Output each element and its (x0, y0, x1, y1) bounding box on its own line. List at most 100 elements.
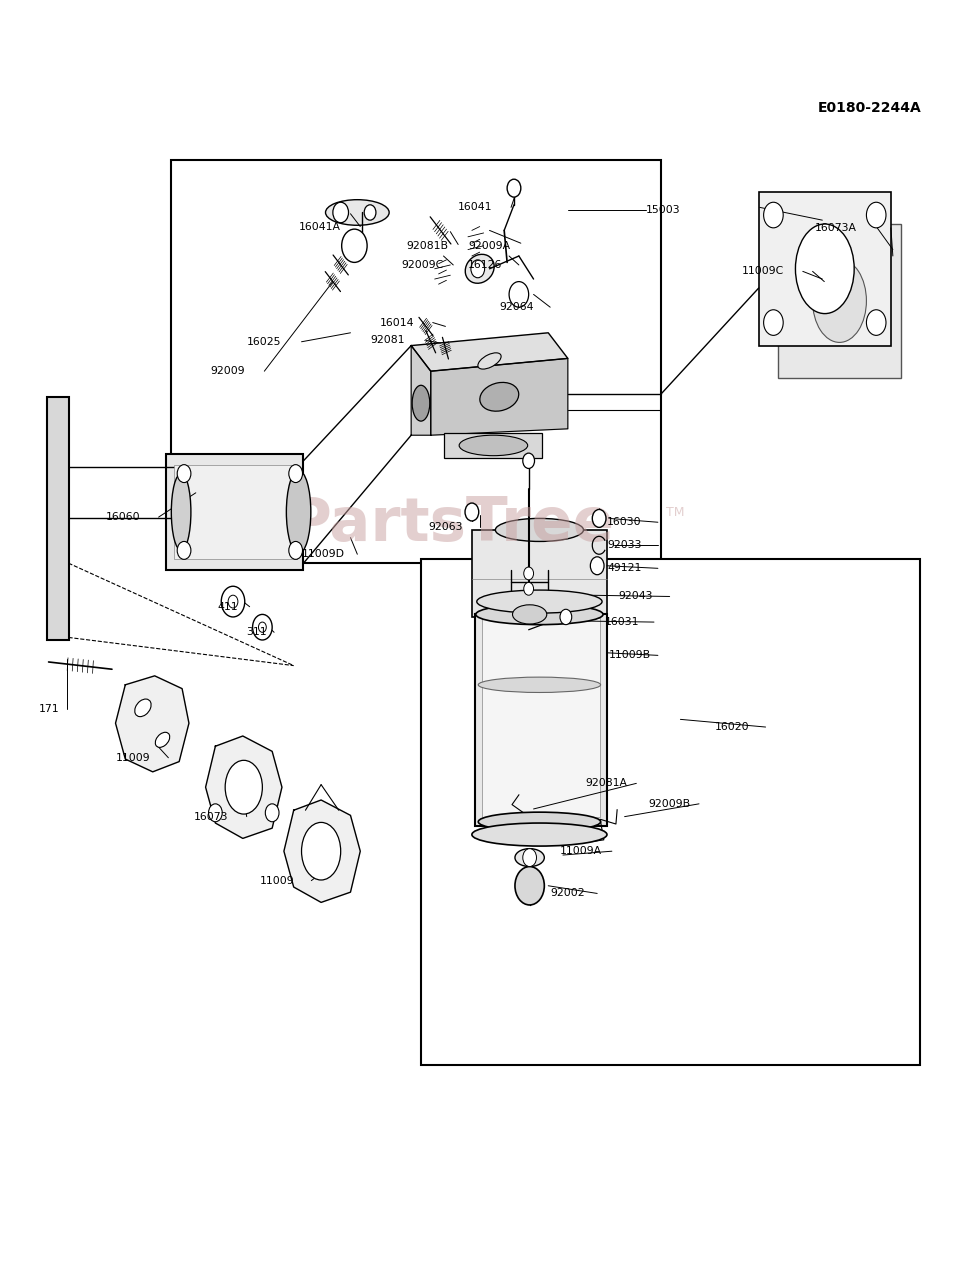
Circle shape (289, 465, 302, 483)
Circle shape (208, 804, 222, 822)
Polygon shape (205, 736, 282, 838)
Text: 411: 411 (217, 602, 238, 612)
Text: 16020: 16020 (714, 722, 748, 732)
Ellipse shape (471, 823, 606, 846)
Bar (758, 192, 890, 346)
Ellipse shape (286, 471, 311, 554)
Text: 92064: 92064 (499, 302, 533, 312)
Text: 16126: 16126 (467, 260, 502, 270)
Text: 16041: 16041 (458, 202, 492, 212)
Text: 92009C: 92009C (401, 260, 443, 270)
Ellipse shape (156, 732, 169, 748)
Text: 15003: 15003 (645, 205, 680, 215)
Text: 311: 311 (246, 627, 267, 637)
Text: 16030: 16030 (606, 517, 641, 527)
Bar (471, 530, 606, 617)
Bar (778, 224, 900, 378)
Text: PartsTree: PartsTree (286, 495, 614, 554)
Text: 16073A: 16073A (814, 223, 856, 233)
Circle shape (509, 282, 528, 307)
Circle shape (523, 567, 533, 580)
Circle shape (258, 622, 266, 632)
Text: 11009: 11009 (259, 876, 293, 886)
Circle shape (265, 804, 279, 822)
Text: 11009: 11009 (115, 753, 150, 763)
Circle shape (522, 849, 536, 867)
Ellipse shape (477, 677, 600, 692)
Circle shape (228, 595, 238, 608)
Polygon shape (115, 676, 189, 772)
Circle shape (507, 179, 520, 197)
Bar (171, 160, 660, 563)
Text: 11009B: 11009B (608, 650, 650, 660)
Ellipse shape (477, 353, 501, 369)
Polygon shape (411, 346, 430, 435)
Text: TM: TM (665, 506, 684, 518)
Text: 92081B: 92081B (406, 241, 448, 251)
Ellipse shape (171, 474, 191, 550)
Circle shape (866, 310, 885, 335)
Circle shape (763, 310, 782, 335)
Circle shape (523, 582, 533, 595)
Circle shape (559, 609, 571, 625)
Text: 92002: 92002 (550, 888, 584, 899)
Text: 11009A: 11009A (559, 846, 601, 856)
Circle shape (364, 205, 376, 220)
Ellipse shape (812, 260, 866, 343)
Circle shape (252, 614, 272, 640)
Ellipse shape (479, 383, 518, 411)
Bar (481, 618, 600, 817)
Circle shape (177, 465, 191, 483)
Ellipse shape (514, 849, 544, 867)
Polygon shape (430, 358, 567, 435)
Text: 92033: 92033 (606, 540, 641, 550)
Text: 92063: 92063 (428, 522, 463, 532)
Circle shape (341, 229, 367, 262)
Circle shape (289, 541, 302, 559)
Circle shape (470, 260, 484, 278)
Text: 11009D: 11009D (301, 549, 344, 559)
Text: 92009B: 92009B (647, 799, 689, 809)
Text: 92081A: 92081A (585, 778, 627, 788)
Text: 49121: 49121 (606, 563, 641, 573)
Circle shape (333, 202, 348, 223)
Bar (174, 465, 296, 559)
Bar (444, 433, 542, 458)
Text: E0180-2244A: E0180-2244A (817, 101, 920, 114)
Text: 92009A: 92009A (467, 241, 510, 251)
Ellipse shape (794, 224, 853, 314)
Ellipse shape (459, 435, 527, 456)
Text: 16014: 16014 (379, 317, 414, 328)
Circle shape (221, 586, 244, 617)
Ellipse shape (477, 813, 600, 832)
Circle shape (763, 202, 782, 228)
Ellipse shape (476, 590, 601, 613)
Text: 11009C: 11009C (741, 266, 783, 276)
Text: 92081: 92081 (370, 335, 404, 346)
Ellipse shape (465, 255, 494, 283)
Text: 16041A: 16041A (298, 221, 340, 232)
Text: 16073: 16073 (194, 812, 228, 822)
Ellipse shape (225, 760, 262, 814)
Circle shape (592, 509, 605, 527)
Ellipse shape (495, 518, 583, 541)
Ellipse shape (412, 385, 429, 421)
Ellipse shape (512, 605, 547, 625)
Ellipse shape (475, 604, 602, 625)
Circle shape (465, 503, 478, 521)
Circle shape (522, 453, 534, 468)
Ellipse shape (135, 699, 151, 717)
Circle shape (866, 202, 885, 228)
Polygon shape (411, 333, 567, 371)
Ellipse shape (325, 200, 388, 225)
Circle shape (590, 557, 603, 575)
Text: 92043: 92043 (618, 591, 652, 602)
Text: 171: 171 (39, 704, 60, 714)
Ellipse shape (301, 823, 340, 881)
Bar (47, 397, 68, 640)
Circle shape (514, 867, 544, 905)
Ellipse shape (495, 607, 583, 627)
Text: 16031: 16031 (604, 617, 639, 627)
Polygon shape (284, 800, 360, 902)
Circle shape (177, 541, 191, 559)
